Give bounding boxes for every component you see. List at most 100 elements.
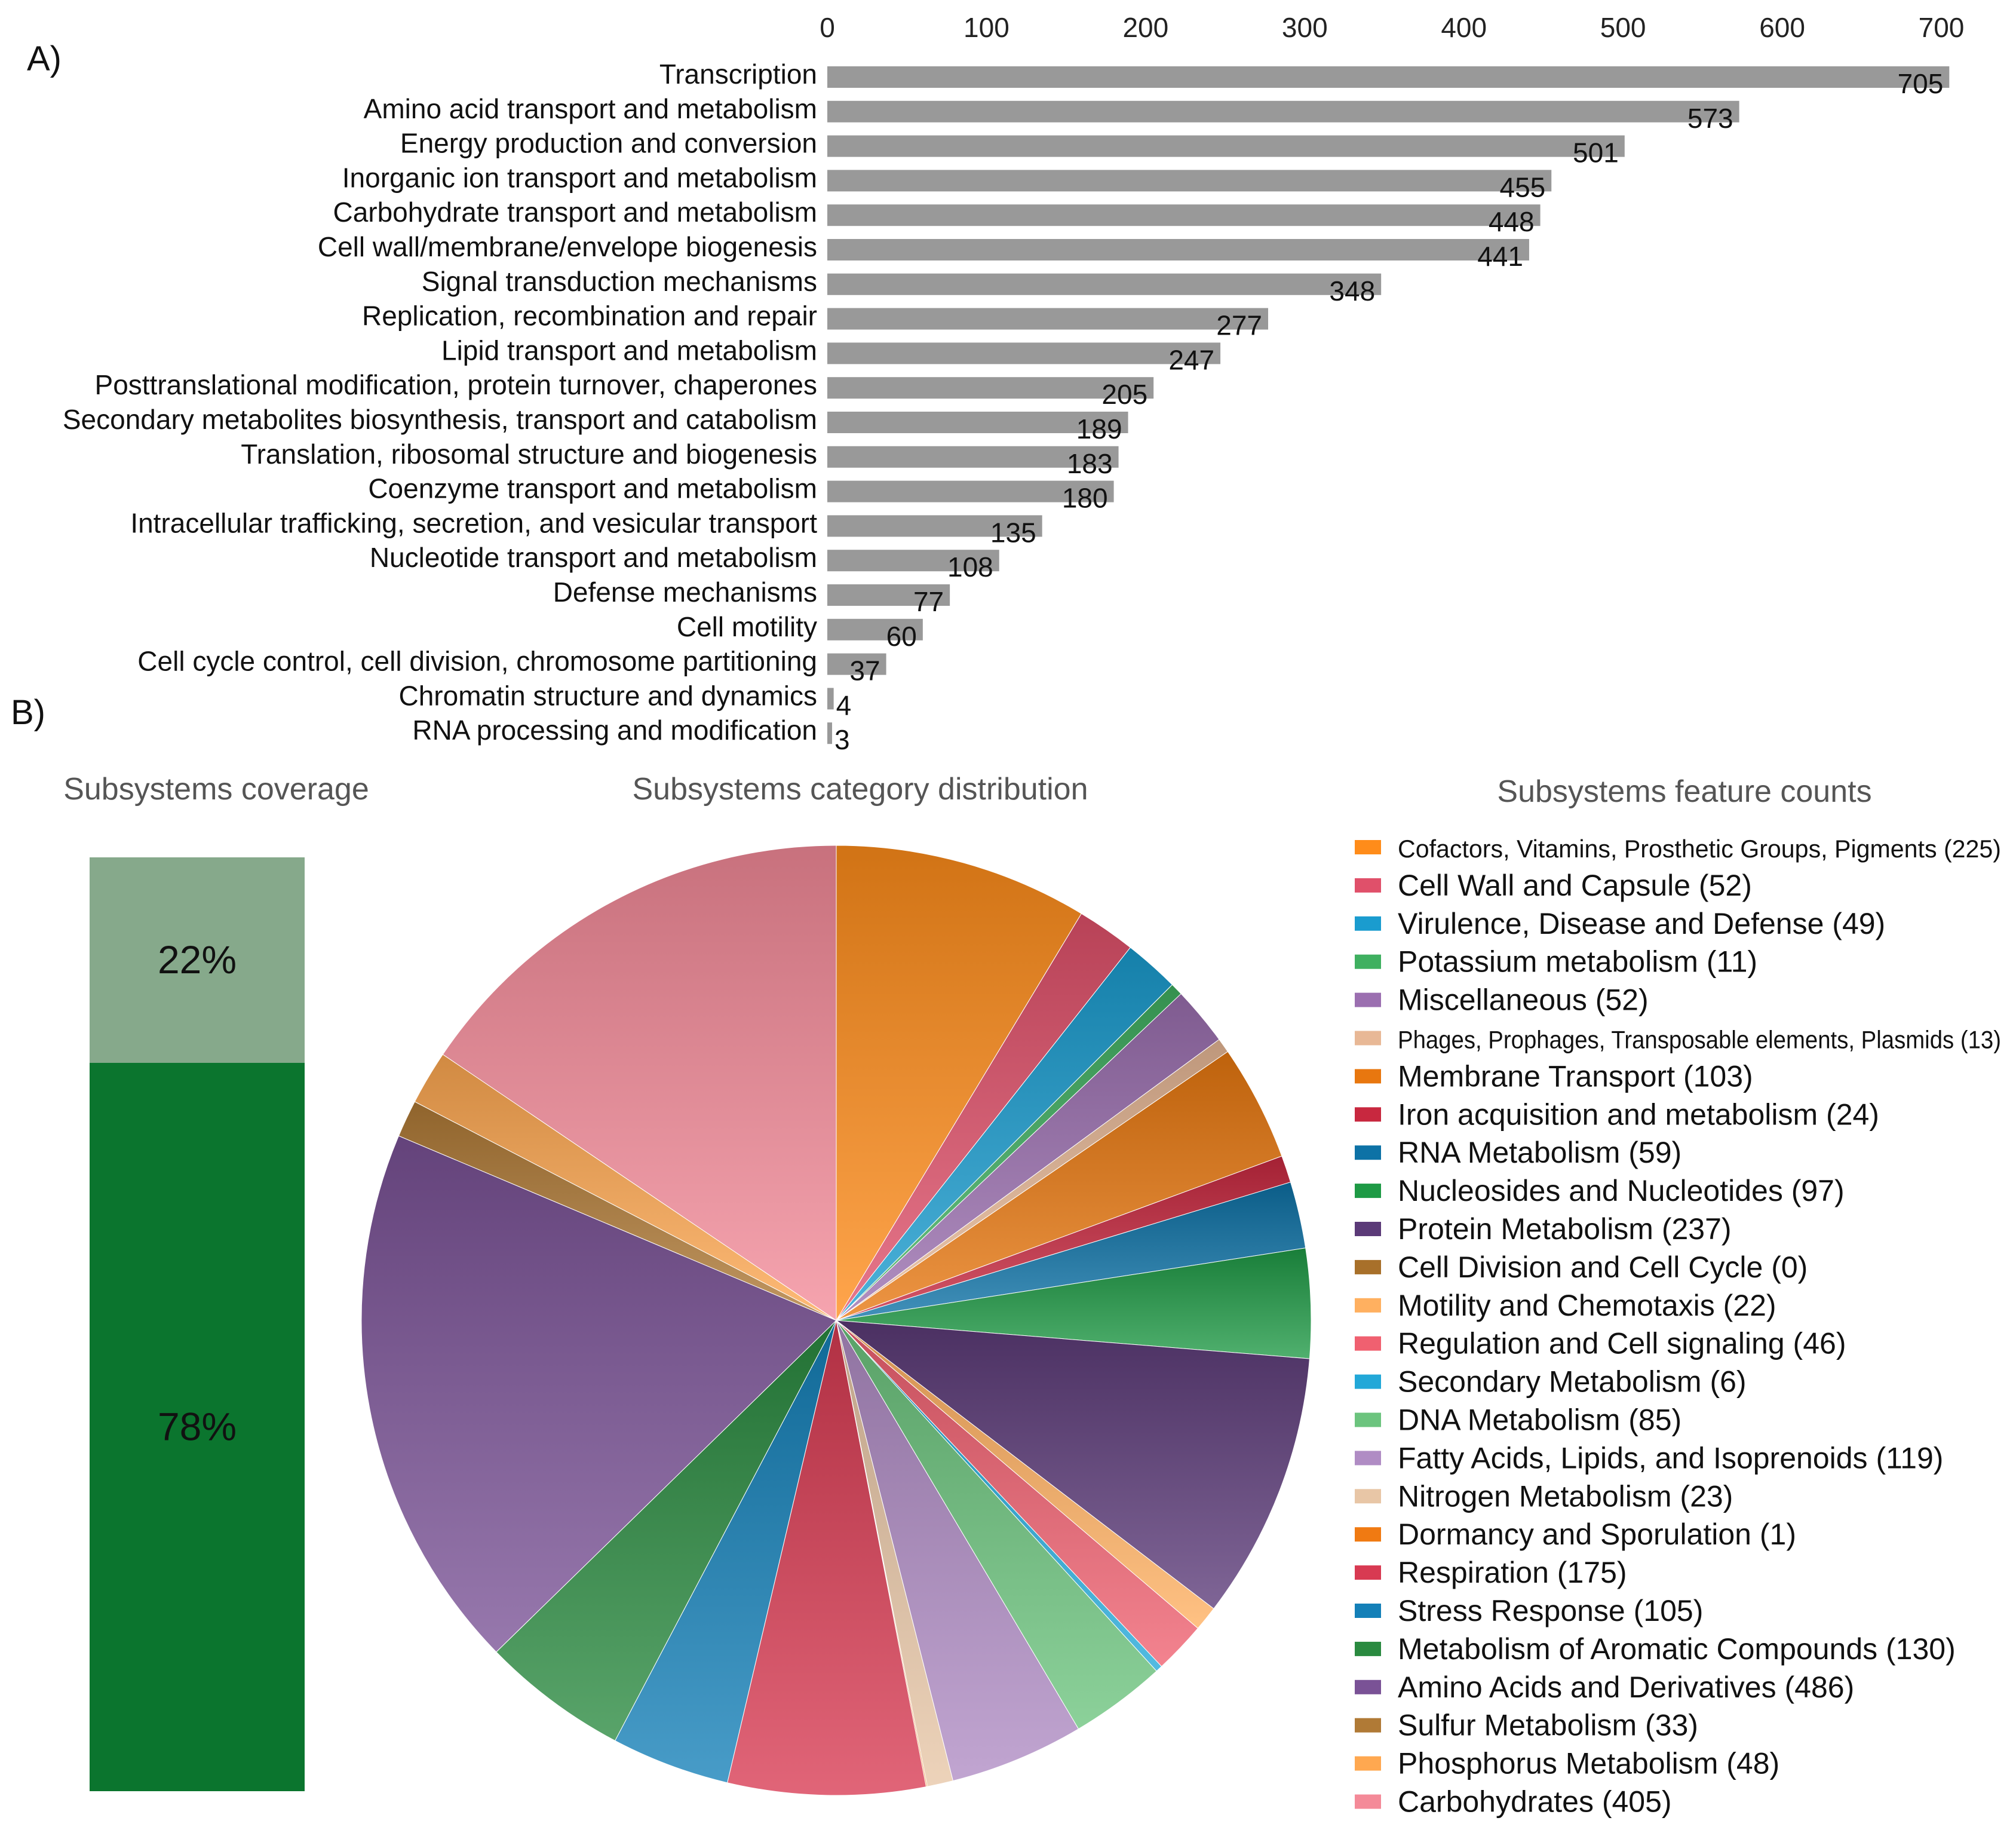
coverage-percent-label: 22% — [158, 937, 237, 982]
legend-swatch — [1355, 840, 1381, 854]
legend-label: Iron acquisition and metabolism (24) — [1398, 1098, 1879, 1131]
coverage-title: Subsystems coverage — [63, 772, 369, 807]
legend-label: Fatty Acids, Lipids, and Isoprenoids (11… — [1398, 1441, 1943, 1475]
category-label: Secondary metabolites biosynthesis, tran… — [63, 404, 817, 435]
legend-swatch — [1355, 1145, 1381, 1160]
pie-slice — [496, 1320, 837, 1742]
legend-label: Potassium metabolism (11) — [1398, 945, 1757, 979]
category-label: Coenzyme transport and metabolism — [368, 473, 817, 504]
bar — [827, 688, 834, 710]
category-label: RNA processing and modification — [412, 715, 817, 746]
legend-swatch — [1355, 1069, 1381, 1084]
coverage-percent-label: 78% — [158, 1404, 237, 1448]
bar-value-label: 183 — [1067, 448, 1113, 479]
pie-slice — [835, 1320, 1310, 1610]
bar — [827, 135, 1625, 157]
legend-label: Amino Acids and Derivatives (486) — [1398, 1671, 1854, 1704]
legend-swatch — [1355, 1451, 1381, 1466]
legend-label: Respiration (175) — [1398, 1556, 1627, 1589]
bar-value-label: 189 — [1076, 413, 1122, 445]
legend-swatch — [1355, 878, 1381, 893]
pie-slice — [361, 1135, 837, 1653]
bar-value-label: 705 — [1898, 68, 1944, 99]
legend-label: Miscellaneous (52) — [1398, 983, 1649, 1017]
x-tick-label: 100 — [963, 12, 1009, 43]
legend-swatch — [1355, 992, 1381, 1007]
legend-label: Carbohydrates (405) — [1398, 1785, 1672, 1819]
bar — [827, 273, 1382, 295]
bar-value-label: 135 — [990, 517, 1036, 548]
legend-swatch — [1355, 1718, 1381, 1733]
category-label: Defense mechanisms — [553, 577, 817, 608]
bar — [827, 584, 950, 606]
legend-swatch — [1355, 1794, 1381, 1809]
coverage-segment — [90, 1062, 305, 1791]
legend-swatch — [1355, 1222, 1381, 1236]
legend-swatch — [1355, 1604, 1381, 1618]
pie-slice — [442, 845, 837, 1321]
bar-value-label: 108 — [947, 551, 993, 583]
legend-swatch — [1355, 1298, 1381, 1313]
legend-label: Membrane Transport (103) — [1398, 1059, 1753, 1093]
legend-swatch — [1355, 1756, 1381, 1771]
bar-value-label: 4 — [836, 689, 852, 721]
x-tick-label: 0 — [820, 12, 835, 43]
category-label: Inorganic ion transport and metabolism — [342, 162, 817, 193]
pie-slice — [727, 1320, 927, 1796]
legend-swatch — [1355, 1641, 1381, 1656]
category-label: Nucleotide transport and metabolism — [370, 542, 817, 573]
coverage-stacked-bar: 22% 78% — [90, 857, 305, 1791]
bar — [827, 100, 1739, 122]
legend-label: Dormancy and Sporulation (1) — [1398, 1518, 1796, 1551]
legend-swatch — [1355, 1031, 1381, 1046]
category-label: Amino acid transport and metabolism — [364, 93, 817, 124]
legend-title: Subsystems feature counts — [1497, 774, 1871, 809]
bar — [827, 480, 1114, 502]
bar-value-label: 180 — [1062, 483, 1108, 514]
subsystem-pie-chart — [361, 845, 1312, 1796]
bar-value-label: 448 — [1489, 206, 1535, 237]
legend-label: Secondary Metabolism (6) — [1398, 1365, 1747, 1399]
legend-label: Nitrogen Metabolism (23) — [1398, 1479, 1733, 1513]
bar-value-label: 37 — [849, 655, 880, 686]
legend-label: Virulence, Disease and Defense (49) — [1398, 907, 1885, 940]
pie-slice — [836, 1320, 1079, 1782]
legend-swatch — [1355, 1259, 1381, 1274]
legend-swatch — [1355, 1374, 1381, 1389]
bar-value-label: 60 — [886, 621, 917, 652]
pie-slice — [614, 1320, 837, 1783]
category-label: Energy production and conversion — [400, 128, 817, 159]
bar — [827, 204, 1541, 226]
legend-label: Cell Division and Cell Cycle (0) — [1398, 1250, 1808, 1284]
legend-swatch — [1355, 1412, 1381, 1427]
category-label: Replication, recombination and repair — [362, 301, 817, 332]
bar — [827, 239, 1529, 260]
x-tick-label: 300 — [1282, 12, 1328, 43]
bar-value-label: 573 — [1687, 103, 1733, 134]
bar — [827, 515, 1042, 537]
x-tick-label: 700 — [1919, 12, 1965, 43]
bar-value-label: 501 — [1573, 137, 1619, 168]
panel-label-b: B) — [11, 693, 45, 732]
category-label: Posttranslational modification, protein … — [95, 369, 817, 400]
category-label: Cell cycle control, cell division, chrom… — [137, 646, 817, 677]
bar — [827, 170, 1552, 192]
subsystem-legend: Cofactors, Vitamins, Prosthetic Groups, … — [1355, 835, 2001, 1819]
legend-label: Protein Metabolism (237) — [1398, 1212, 1732, 1246]
legend-label: Regulation and Cell signaling (46) — [1398, 1327, 1846, 1360]
legend-label: Metabolism of Aromatic Compounds (130) — [1398, 1632, 1956, 1666]
coverage-segment — [90, 857, 305, 1063]
bar — [827, 412, 1128, 433]
legend-label: Phages, Prophages, Transposable elements… — [1398, 1026, 2001, 1054]
bar-value-label: 77 — [913, 586, 944, 617]
legend-label: Sulfur Metabolism (33) — [1398, 1709, 1698, 1742]
legend-swatch — [1355, 1336, 1381, 1351]
legend-swatch — [1355, 1527, 1381, 1542]
x-tick-label: 200 — [1122, 12, 1168, 43]
legend-swatch — [1355, 1565, 1381, 1580]
category-label: Transcription — [659, 59, 817, 90]
legend-swatch — [1355, 916, 1381, 931]
category-label: Carbohydrate transport and metabolism — [333, 197, 817, 228]
bar — [827, 342, 1221, 364]
